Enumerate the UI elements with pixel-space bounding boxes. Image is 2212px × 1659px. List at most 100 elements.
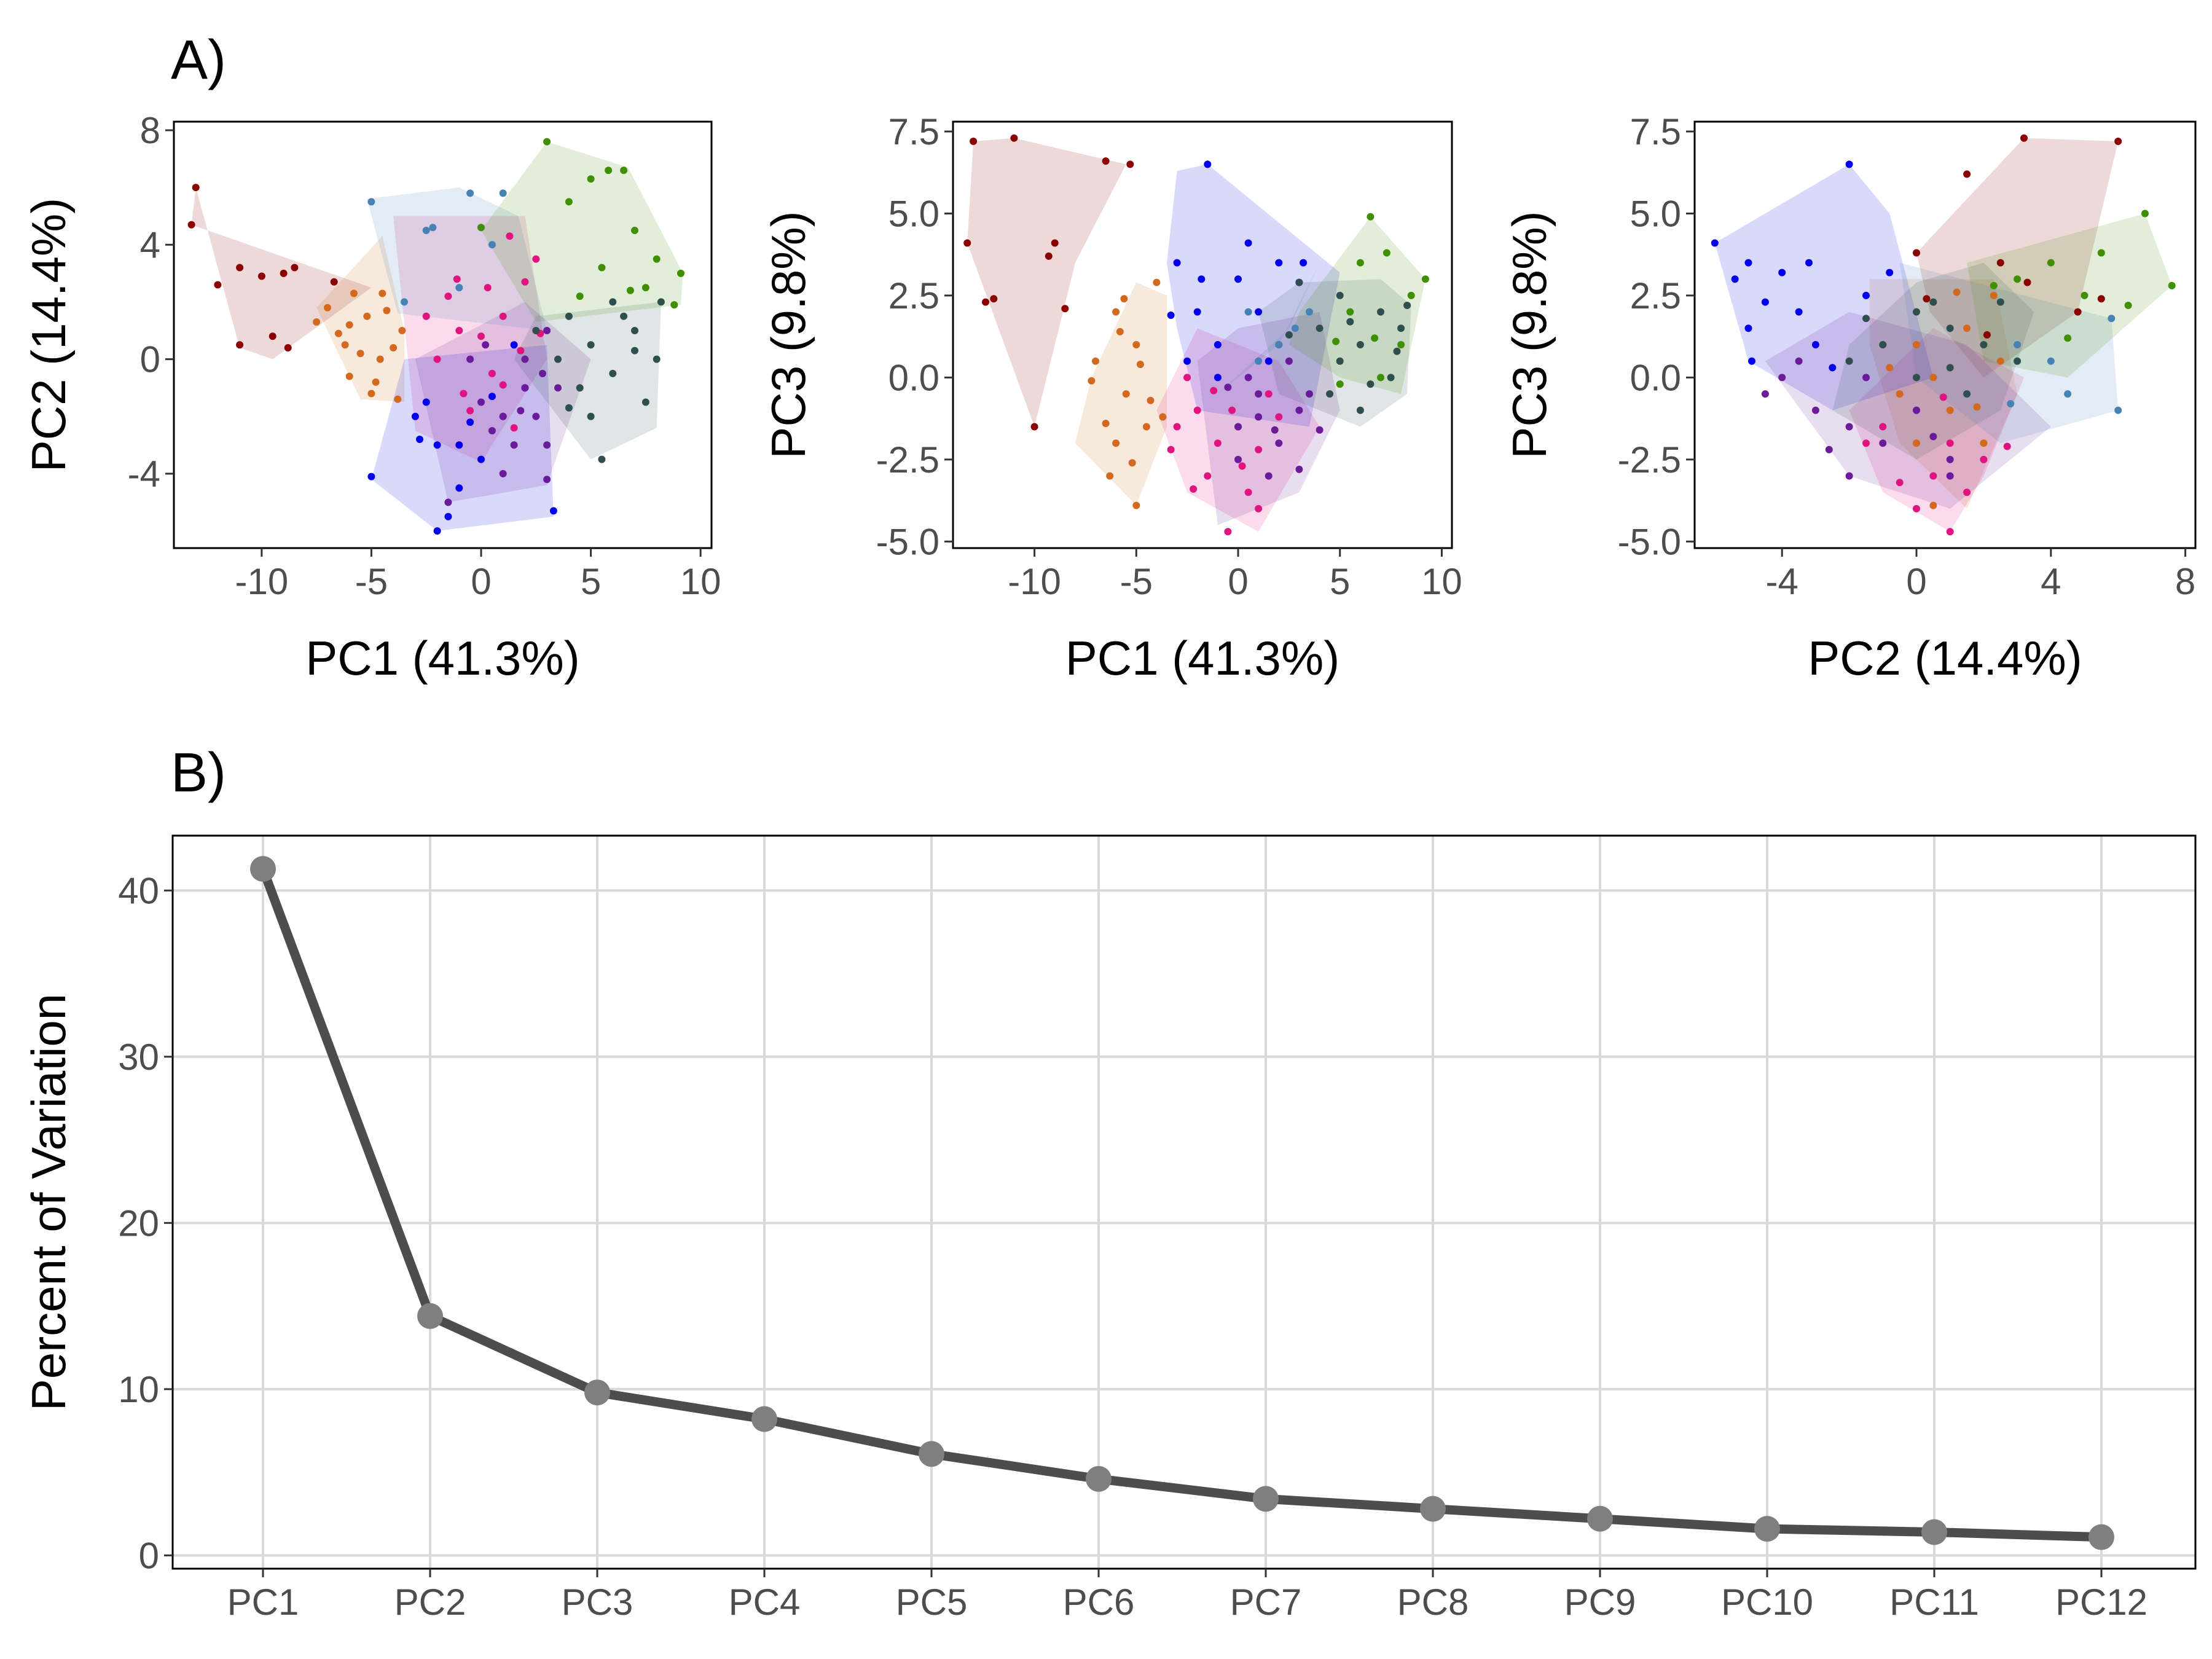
scatter-pc1-vs-pc2: -10 -5 0 5 10 -4 0 4 8 PC1 (41.3%) PC2 (14.4%) [22, 110, 721, 685]
data-point [1142, 423, 1150, 431]
data-point [350, 289, 358, 297]
group-hull [367, 187, 547, 331]
x-tick-label: 10 [1421, 561, 1462, 602]
y-tick-label: 0 [140, 339, 160, 380]
data-point [626, 286, 634, 294]
data-point [466, 355, 474, 363]
y-tick-label: 40 [118, 870, 159, 911]
data-point [1754, 1516, 1780, 1542]
data-point [631, 227, 638, 234]
data-point [363, 312, 371, 320]
data-point [1913, 341, 1920, 348]
data-point [1167, 312, 1175, 319]
y-tick-label: 7.5 [888, 111, 939, 152]
data-point [411, 412, 419, 420]
data-point [1879, 423, 1887, 431]
data-point [345, 321, 353, 329]
data-point [477, 455, 485, 463]
data-point [1886, 269, 1894, 276]
data-point [1963, 488, 1971, 496]
data-point [641, 284, 649, 292]
data-point [2141, 210, 2149, 218]
data-point [1214, 341, 1222, 348]
group-hull [1832, 262, 2034, 460]
data-point [1963, 170, 1971, 178]
y-tick-label: 0.0 [1630, 357, 1681, 398]
data-point [488, 427, 496, 434]
data-point [1030, 423, 1038, 431]
group-hull [967, 138, 1126, 427]
data-point [488, 241, 496, 249]
y-tick-label: 30 [118, 1037, 159, 1078]
data-point [1204, 472, 1212, 480]
plot-area [953, 122, 1452, 548]
data-point [532, 255, 540, 263]
data-point [1061, 305, 1069, 313]
data-point [482, 341, 490, 349]
y-axis-title: PC2 (14.4%) [22, 198, 76, 473]
data-point [1825, 445, 1833, 453]
data-point [1761, 390, 1769, 398]
data-point [1946, 439, 1954, 447]
data-point [1761, 298, 1769, 306]
data-point [670, 301, 678, 309]
group-hull [1258, 279, 1411, 427]
y-tick-label: -2.5 [876, 439, 939, 480]
data-point [1253, 1486, 1279, 1512]
data-point [1879, 439, 1887, 447]
scatter-pc2-vs-pc3: -4 0 4 8 -5.0 -2.5 0.0 2.5 5.0 7.5 PC2 (14.4%) PC3 … [1502, 111, 2197, 685]
data-point [422, 227, 430, 234]
data-point [477, 224, 485, 232]
data-point [394, 395, 402, 403]
y-axis-title: Percent of Variation [22, 994, 76, 1411]
group-hull [393, 216, 547, 463]
data-point [422, 398, 430, 406]
data-point [330, 278, 338, 286]
data-point [506, 232, 514, 240]
data-point [677, 269, 684, 277]
x-tick-label: PC10 [1721, 1582, 1813, 1623]
data-point [1980, 455, 1988, 463]
data-point [367, 390, 375, 398]
x-tick-label: PC12 [2055, 1582, 2147, 1623]
data-point [1980, 341, 1988, 348]
data-point [1862, 315, 1870, 323]
data-point [1190, 485, 1198, 493]
data-point [2168, 281, 2176, 289]
x-axis-title: PC1 (41.3%) [305, 631, 580, 685]
data-point [631, 347, 638, 355]
data-point [2023, 278, 2031, 286]
data-point [517, 407, 525, 415]
data-point [598, 264, 606, 272]
data-point [1238, 462, 1246, 470]
data-point [2074, 308, 2082, 316]
data-point [378, 289, 386, 297]
data-point [521, 355, 529, 363]
group-hull [1899, 262, 2119, 444]
data-point [1295, 406, 1303, 414]
y-tick-label: -4 [128, 453, 160, 495]
data-point [367, 198, 375, 206]
data-point [1255, 390, 1263, 398]
data-point [334, 329, 342, 337]
data-point [2064, 334, 2072, 342]
data-point [1946, 324, 1954, 332]
data-point [1896, 479, 1904, 487]
data-point [1224, 383, 1232, 391]
data-point [1811, 341, 1819, 348]
data-point [1132, 501, 1140, 509]
data-point [970, 138, 978, 145]
data-point [1159, 413, 1167, 421]
data-point [367, 473, 375, 480]
data-point [1336, 380, 1344, 388]
data-point [1316, 426, 1324, 434]
data-point [565, 404, 573, 412]
data-point [565, 312, 573, 320]
data-point [1291, 324, 1299, 332]
data-point [1778, 374, 1786, 382]
data-point [1147, 396, 1155, 404]
data-point [1088, 377, 1096, 385]
data-point [1224, 528, 1232, 536]
data-point [455, 284, 463, 292]
